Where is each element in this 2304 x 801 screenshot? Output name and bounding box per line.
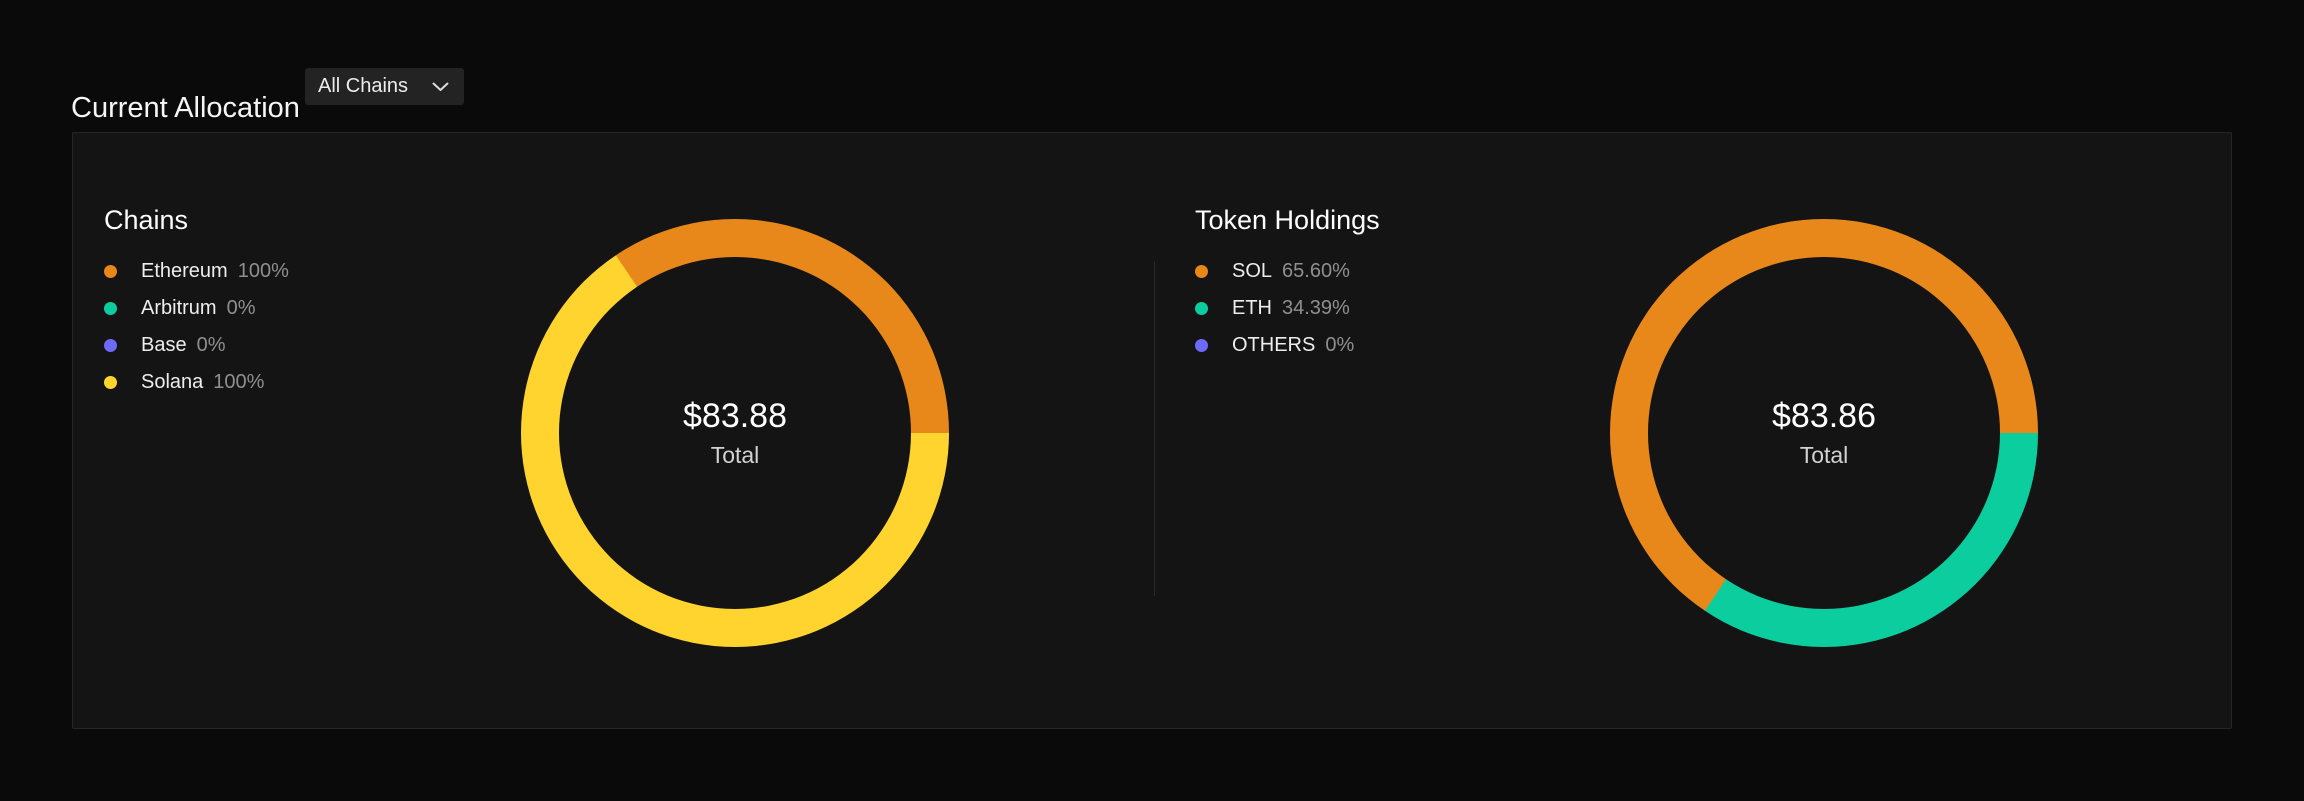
token-holdings-legend: SOL 65.60% ETH 34.39% OTHERS 0%	[1195, 253, 1525, 364]
donut-hole: $83.86 Total	[1648, 257, 2000, 609]
chevron-down-icon	[432, 82, 449, 91]
donut-total-value: $83.88	[683, 397, 787, 435]
token-holdings-donut-chart: $83.86 Total	[1610, 219, 2038, 647]
donut-total-label: Total	[1799, 442, 1849, 468]
donut-hole: $83.88 Total	[559, 257, 911, 609]
legend-label: Ethereum	[141, 260, 228, 282]
chain-filter-dropdown[interactable]: All Chains	[305, 68, 465, 105]
section-divider	[1154, 261, 1155, 596]
legend-item-ethereum: Ethereum 100%	[104, 253, 434, 290]
legend-color-dot	[104, 376, 117, 389]
legend-label: SOL	[1232, 260, 1273, 282]
legend-color-dot	[104, 265, 117, 278]
donut-total-label: Total	[710, 442, 760, 468]
legend-item-arbitrum: Arbitrum 0%	[104, 290, 434, 327]
legend-percent: 100%	[213, 371, 265, 393]
legend-percent: 65.60%	[1282, 260, 1350, 282]
legend-item-base: Base 0%	[104, 327, 434, 364]
page-title: Current Allocation	[71, 92, 300, 125]
legend-item-eth: ETH 34.39%	[1195, 290, 1525, 327]
legend-percent: 0%	[1325, 334, 1355, 356]
legend-item-others: OTHERS 0%	[1195, 327, 1525, 364]
legend-percent: 100%	[237, 260, 289, 282]
legend-label: ETH	[1232, 297, 1272, 319]
chain-filter-value: All Chains	[318, 75, 409, 97]
legend-item-sol: SOL 65.60%	[1195, 253, 1525, 290]
legend-color-dot	[104, 302, 117, 315]
allocation-card: Chains Ethereum 100% Arbitrum 0% Base 0%…	[72, 132, 2232, 729]
legend-item-solana: Solana 100%	[104, 364, 434, 401]
legend-label: Arbitrum	[141, 297, 217, 319]
legend-label: OTHERS	[1232, 334, 1316, 356]
legend-percent: 0%	[196, 334, 226, 356]
token-holdings-section-title: Token Holdings	[1195, 205, 1380, 236]
legend-label: Solana	[141, 371, 204, 393]
legend-percent: 0%	[226, 297, 256, 319]
legend-color-dot	[1195, 265, 1208, 278]
legend-percent: 34.39%	[1282, 297, 1350, 319]
legend-label: Base	[141, 334, 187, 356]
chains-donut-chart: $83.88 Total	[521, 219, 949, 647]
chains-section-title: Chains	[104, 205, 189, 236]
legend-color-dot	[1195, 339, 1208, 352]
legend-color-dot	[104, 339, 117, 352]
legend-color-dot	[1195, 302, 1208, 315]
donut-total-value: $83.86	[1772, 397, 1876, 435]
chains-legend: Ethereum 100% Arbitrum 0% Base 0% Solana…	[104, 253, 434, 401]
